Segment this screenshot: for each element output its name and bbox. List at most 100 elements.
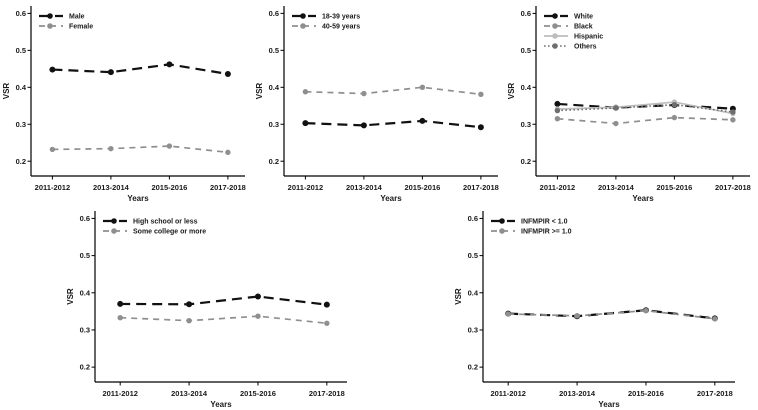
- data-point-marker: [419, 84, 426, 91]
- legend-label: Hispanic: [574, 34, 603, 41]
- data-point-marker: [477, 124, 484, 131]
- y-tick-label: 0.6: [80, 214, 90, 223]
- x-tick-label: 2017-2018: [210, 183, 246, 192]
- legend-label: Black: [574, 24, 593, 31]
- series-line: [305, 119, 481, 129]
- data-point-marker: [360, 122, 367, 129]
- data-point-marker: [117, 314, 123, 321]
- data-point-marker: [49, 146, 56, 153]
- x-tick-label: 2011-2012: [490, 389, 525, 398]
- y-axis-title: VSR: [2, 83, 11, 100]
- y-axis-title: VSR: [454, 288, 463, 305]
- x-tick-label: 2013-2014: [559, 389, 596, 398]
- x-tick-label: 2011-2012: [102, 389, 137, 398]
- legend-marker: [300, 23, 306, 29]
- data-point-marker: [302, 89, 309, 95]
- x-tick-label: 2011-2012: [35, 183, 70, 192]
- y-tick-label: 0.2: [16, 157, 26, 166]
- chart-panel-age: 0.2 0.3 0.4 0.5 0.6 2011-2012 2013-2014 2015-20…: [255, 6, 499, 203]
- data-point-marker: [671, 101, 678, 108]
- x-tick-label: 2013-2014: [93, 183, 130, 192]
- y-tick-label: 0.5: [269, 46, 279, 55]
- data-point-marker: [505, 311, 511, 317]
- data-point-marker: [302, 120, 309, 127]
- data-point-marker: [671, 114, 678, 121]
- legend-label: High school or less: [133, 219, 198, 226]
- y-tick-label: 0.2: [269, 157, 279, 166]
- y-tick-label: 0.3: [269, 120, 279, 129]
- series-line: [52, 63, 229, 76]
- legend-marker: [300, 13, 306, 19]
- data-point-marker: [554, 116, 561, 122]
- y-tick-label: 0.4: [468, 288, 479, 297]
- data-point-marker: [554, 100, 561, 107]
- chart-panel-sex: 0.2 0.3 0.4 0.5 0.6 2011-2012 2013-2014 2015-20…: [2, 6, 246, 203]
- x-tick-label: 2013-2014: [346, 183, 383, 192]
- legend-label: Male: [69, 14, 85, 21]
- data-point-marker: [255, 313, 261, 319]
- legend-label: Others: [574, 44, 597, 51]
- y-axis-title: VSR: [507, 83, 516, 100]
- y-tick-label: 0.6: [16, 9, 26, 18]
- series-line: [557, 116, 733, 125]
- data-point-marker: [324, 320, 330, 326]
- legend-marker: [111, 228, 117, 234]
- legend-marker: [552, 33, 558, 39]
- x-axis-title: Years: [210, 400, 232, 409]
- y-tick-label: 0.3: [468, 326, 478, 335]
- x-tick-label: 2017-2018: [697, 389, 733, 398]
- legend-label: 40-59 years: [322, 24, 360, 31]
- legend-label: 18-39 years: [322, 14, 360, 21]
- data-point-marker: [107, 69, 114, 76]
- series-line: [508, 309, 715, 320]
- data-point-marker: [166, 61, 173, 68]
- legend-marker: [499, 218, 505, 224]
- data-point-marker: [224, 71, 231, 77]
- data-point-marker: [361, 90, 367, 97]
- legend-label: Female: [69, 24, 93, 31]
- data-point-marker: [49, 66, 56, 73]
- chart-panel-education: 0.2 0.3 0.4 0.5 0.6 2011-2012 2013-2014 2015-20…: [66, 211, 347, 409]
- chart-panel-race: 0.2 0.3 0.4 0.5 0.6 2011-2012 2013-2014 2015-20…: [507, 6, 751, 203]
- y-tick-label: 0.4: [16, 83, 27, 92]
- legend-marker: [47, 23, 53, 29]
- y-tick-label: 0.5: [521, 46, 531, 55]
- data-point-marker: [613, 105, 619, 111]
- series-line: [557, 101, 734, 115]
- series-line: [305, 86, 481, 96]
- legend-label: INFMPIR >= 1.0: [521, 229, 572, 236]
- y-tick-label: 0.2: [468, 363, 478, 372]
- y-tick-label: 0.6: [468, 214, 478, 223]
- legend-label: INFMPIR < 1.0: [521, 219, 568, 226]
- y-tick-label: 0.5: [80, 251, 90, 260]
- chart-panel-income: 0.2 0.3 0.4 0.5 0.6 2011-2012 2013-2014 2015-20…: [454, 211, 735, 409]
- data-point-marker: [186, 317, 192, 324]
- y-tick-label: 0.4: [269, 83, 280, 92]
- data-point-marker: [419, 117, 426, 124]
- legend-marker: [47, 13, 53, 19]
- y-tick-label: 0.3: [80, 326, 90, 335]
- x-tick-label: 2011-2012: [540, 183, 575, 192]
- data-point-marker: [108, 145, 114, 152]
- y-tick-label: 0.4: [80, 288, 91, 297]
- x-tick-label: 2015-2016: [656, 183, 692, 192]
- data-point-marker: [117, 300, 124, 307]
- x-tick-label: 2011-2012: [288, 183, 323, 192]
- y-tick-label: 0.3: [521, 120, 531, 129]
- legend-marker: [111, 218, 117, 224]
- y-tick-label: 0.2: [521, 157, 531, 166]
- data-point-marker: [225, 149, 231, 156]
- x-tick-label: 2013-2014: [598, 183, 635, 192]
- series-line: [52, 145, 228, 154]
- data-point-marker: [166, 143, 173, 149]
- data-point-marker: [643, 307, 649, 314]
- x-axis-title: Years: [598, 400, 620, 409]
- x-tick-label: 2017-2018: [715, 183, 751, 192]
- y-tick-label: 0.2: [80, 363, 90, 372]
- legend-label: White: [574, 14, 593, 21]
- data-point-marker: [254, 293, 261, 300]
- legend-marker: [499, 228, 505, 234]
- x-tick-label: 2015-2016: [404, 183, 440, 192]
- x-axis-title: Years: [380, 194, 402, 203]
